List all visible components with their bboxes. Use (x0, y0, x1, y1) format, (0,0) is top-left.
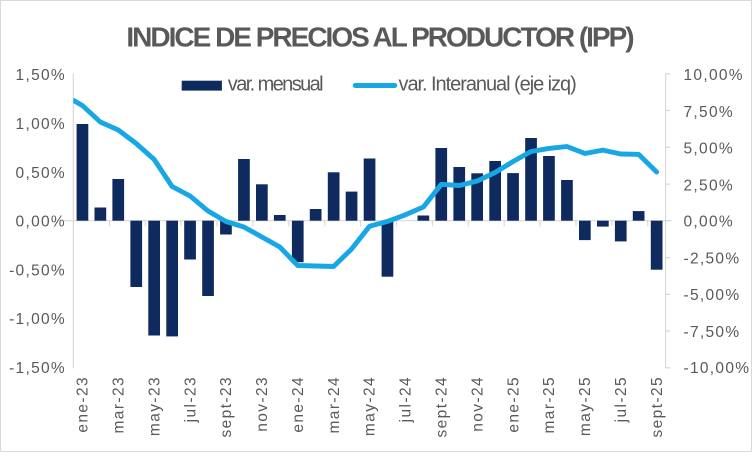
svg-text:0,00%: 0,00% (16, 214, 66, 231)
svg-text:var. mensual: var. mensual (228, 74, 323, 96)
svg-text:nov-23: nov-23 (254, 376, 271, 432)
svg-text:0,50%: 0,50% (16, 165, 66, 182)
svg-text:ene-25: ene-25 (505, 376, 522, 433)
svg-text:jul-24: jul-24 (398, 376, 415, 423)
svg-text:10,00%: 10,00% (684, 67, 744, 84)
svg-text:2,50%: 2,50% (684, 177, 734, 194)
svg-text:mar-24: mar-24 (326, 376, 343, 434)
svg-text:-7,50%: -7,50% (684, 324, 741, 341)
svg-text:-1,50%: -1,50% (9, 360, 66, 377)
svg-text:nov-24: nov-24 (469, 376, 486, 432)
svg-text:sept-24: sept-24 (434, 376, 451, 438)
svg-text:5,00%: 5,00% (684, 141, 734, 158)
svg-text:7,50%: 7,50% (684, 104, 734, 121)
svg-text:jul-23: jul-23 (182, 376, 199, 423)
svg-text:mar-23: mar-23 (111, 376, 128, 434)
svg-text:sept-23: sept-23 (218, 376, 235, 438)
svg-text:-10,00%: -10,00% (684, 360, 751, 377)
svg-text:may-25: may-25 (577, 376, 594, 436)
svg-text:-2,50%: -2,50% (684, 251, 741, 268)
svg-text:INDICE DE PRECIOS AL PRODUCTOR: INDICE DE PRECIOS AL PRODUCTOR (IPP) (126, 21, 633, 52)
svg-text:-0,50%: -0,50% (9, 262, 66, 279)
svg-text:-1,00%: -1,00% (9, 311, 66, 328)
svg-text:0,00%: 0,00% (684, 214, 734, 231)
svg-text:may-23: may-23 (146, 376, 163, 436)
svg-text:1,00%: 1,00% (16, 116, 66, 133)
svg-text:var. Interanual (eje izq): var. Interanual (eje izq) (399, 74, 577, 96)
svg-text:1,50%: 1,50% (16, 67, 66, 84)
svg-text:sept-25: sept-25 (649, 376, 666, 438)
svg-text:ene-23: ene-23 (75, 376, 92, 433)
svg-text:mar-25: mar-25 (541, 376, 558, 434)
svg-text:jul-25: jul-25 (613, 376, 630, 423)
svg-text:ene-24: ene-24 (290, 376, 307, 433)
svg-text:-5,00%: -5,00% (684, 287, 741, 304)
svg-text:may-24: may-24 (362, 376, 379, 436)
